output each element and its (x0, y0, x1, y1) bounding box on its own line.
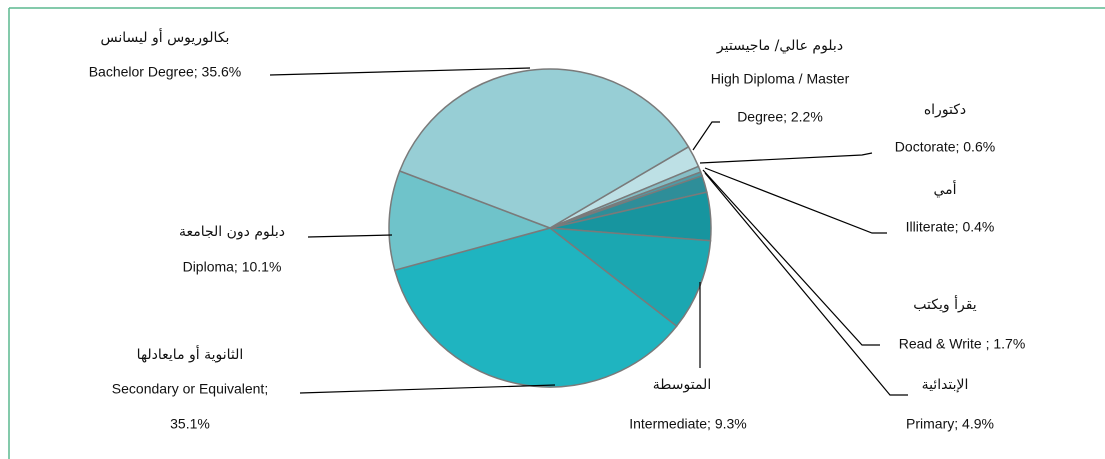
value-label: Doctorate; 0.6% (895, 139, 995, 155)
pie-slice (388, 170, 553, 272)
category-label: دبلوم دون الجامعة (179, 224, 285, 240)
category-label: بكالوريوس أو ليسانس (101, 28, 230, 46)
value-label: Read & Write ; 1.7% (899, 336, 1026, 352)
leader-line (699, 152, 873, 164)
category-label: الإبتدائية (922, 377, 969, 393)
leader-line (692, 121, 720, 151)
value-label: High Diploma / Master (711, 71, 850, 87)
category-label: دبلوم عالي/ ماجيستير (716, 38, 843, 54)
pie-slice (393, 227, 678, 388)
leader-line (702, 169, 880, 346)
value-label: 35.1% (170, 416, 210, 432)
leader-line (704, 172, 908, 396)
leader-line (307, 234, 393, 238)
leader-line (299, 384, 556, 394)
category-label: دكتوراه (924, 102, 966, 118)
value-label: Degree; 2.2% (737, 109, 823, 125)
value-label: Illiterate; 0.4% (906, 219, 995, 235)
leader-line (269, 67, 531, 76)
leader-line (704, 167, 887, 234)
category-label: أمي (933, 180, 956, 198)
pie-slice (398, 68, 690, 229)
category-label: يقرأ ويكتب (913, 295, 977, 313)
value-label: Intermediate; 9.3% (629, 416, 747, 432)
value-label: Bachelor Degree; 35.6% (89, 64, 242, 80)
value-label: Primary; 4.9% (906, 416, 994, 432)
value-label: Diploma; 10.1% (183, 259, 282, 275)
category-label: المتوسطة (653, 377, 711, 393)
value-label: Secondary or Equivalent; (112, 381, 268, 397)
category-label: الثانوية أو مايعادلها (137, 345, 244, 363)
